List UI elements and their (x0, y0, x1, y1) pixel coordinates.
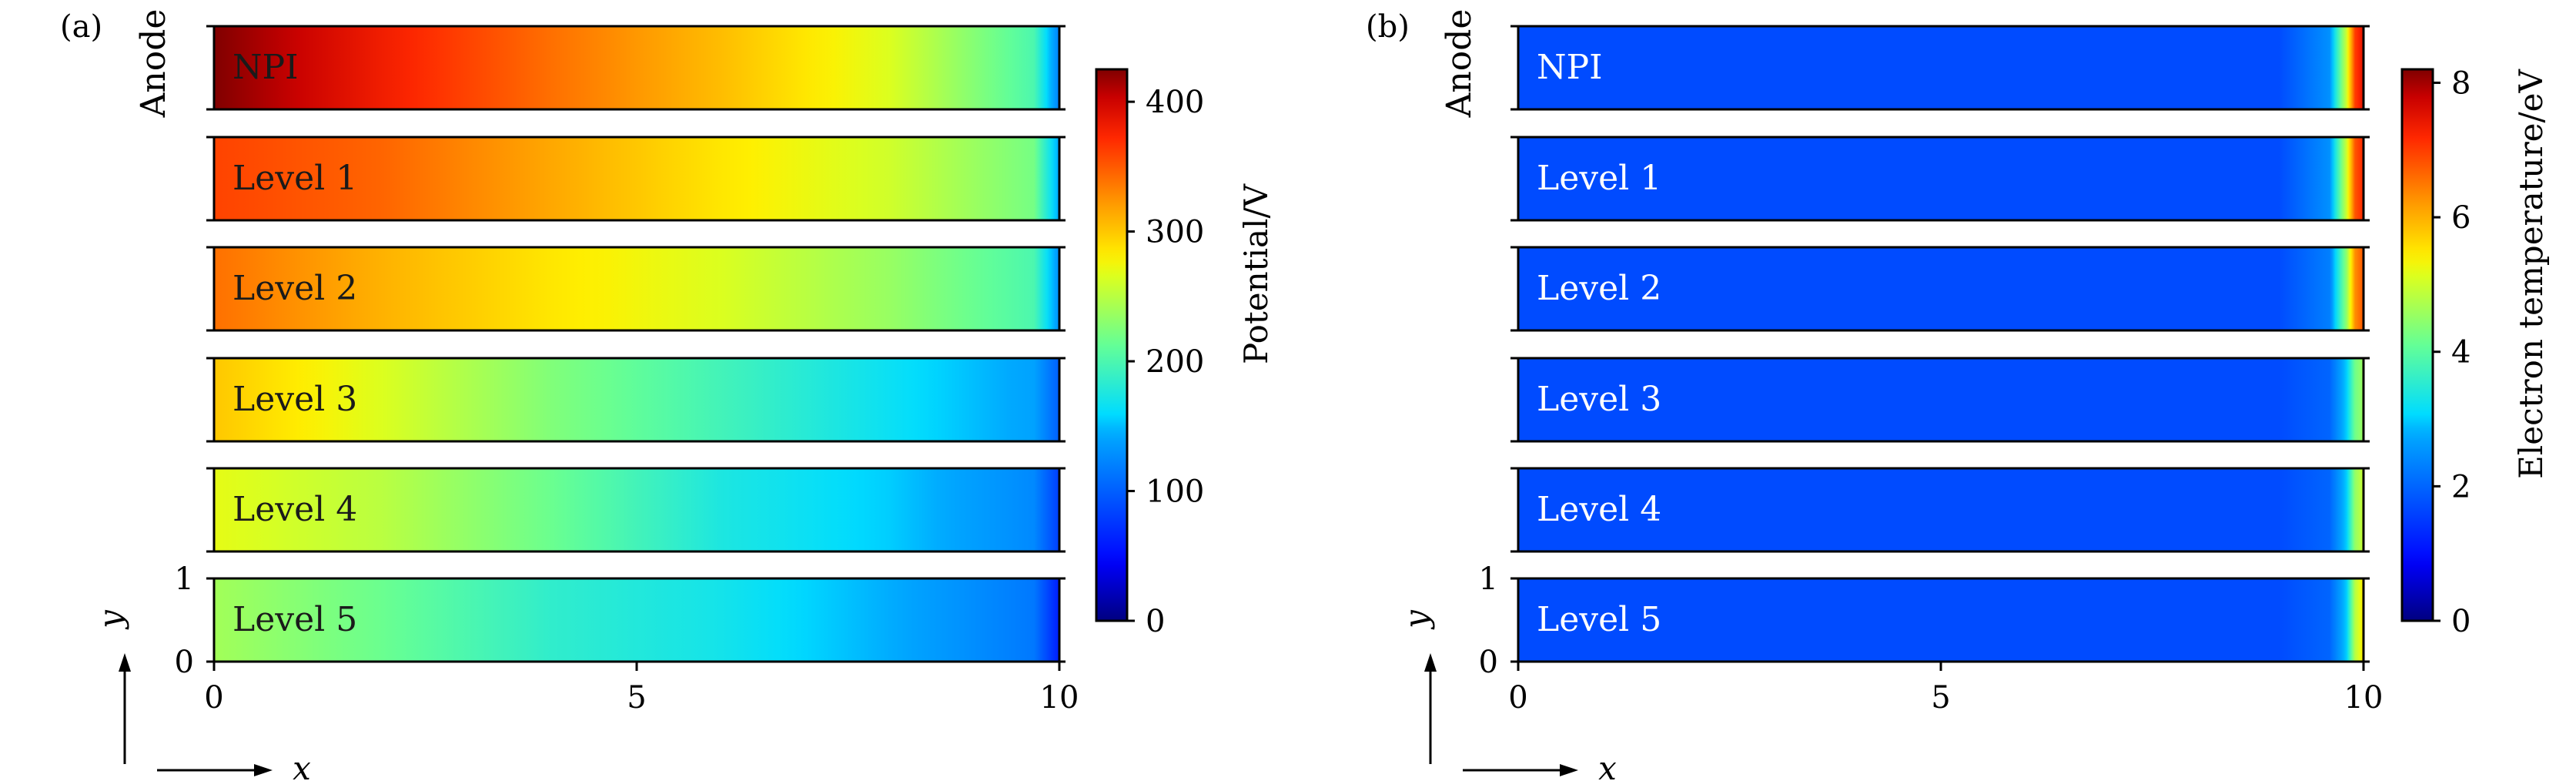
row-label: Level 2 (1537, 269, 1661, 308)
colorbar-title-a: Potential/V (1237, 183, 1275, 364)
row-label: Level 5 (233, 600, 357, 639)
panel-label-b: (b) (1366, 9, 1410, 45)
y-arrow-head (119, 653, 131, 672)
x-tick-label: 10 (2344, 680, 2384, 716)
row-label: Level 4 (1537, 490, 1661, 529)
y-tick-label: 0 (175, 645, 194, 680)
axes-b: 0 5 10 0 1 y x (1397, 561, 2383, 781)
colorbar-title-b: Electron temperature/eV (2512, 69, 2550, 478)
y-axis-letter: y (1397, 609, 1435, 630)
heatmap-rows-b: NPI Level 1 Level 2 Level 3 Level 4 Level 5 (1510, 25, 2370, 663)
colorbar-b: 0 2 4 6 8 (2400, 65, 2471, 639)
colorbar-tick-label: 300 (1146, 215, 1204, 250)
x-arrow-head (1560, 764, 1578, 776)
x-axis-letter: x (1598, 749, 1617, 781)
heatmap-rows-a: NPI Level 1 Level 2 Level 3 Level 4 Level 5 (206, 25, 1066, 663)
colorbar-tick-label: 0 (2451, 604, 2471, 639)
row-label: Level 1 (1537, 159, 1661, 198)
heatmap-row-level-1 (1517, 136, 2365, 222)
y-axis-letter: y (92, 609, 129, 630)
heatmap-row-level-5 (1517, 577, 2365, 663)
heatmap-row-level-3 (212, 357, 1061, 443)
row-label: Level 3 (233, 380, 357, 419)
heatmap-row-npi (1517, 25, 2365, 111)
heatmap-row-level-3 (1517, 357, 2365, 443)
colorbar-tick-label: 6 (2451, 200, 2471, 236)
heatmap-row-level-2 (212, 246, 1061, 332)
x-tick-label: 10 (1040, 680, 1079, 716)
panel-b: (b) Anode NPI Level 1 Level 2 Level 3 Level … (1366, 9, 2550, 781)
heatmap-row-level-4 (212, 467, 1061, 553)
colorbar-gradient (1095, 68, 1129, 622)
y-tick-label: 1 (1479, 561, 1498, 597)
colorbar-a: 0 100 200 300 400 (1095, 68, 1204, 639)
colorbar-tick-label: 4 (2451, 335, 2471, 370)
x-axis-letter: x (293, 749, 311, 781)
row-label: Level 4 (233, 490, 357, 529)
colorbar-tick-label: 2 (2451, 469, 2471, 504)
colorbar-tick-label: 400 (1146, 85, 1204, 120)
row-label: Level 5 (1537, 600, 1661, 639)
axes-a: 0 5 10 0 1 y x (92, 561, 1079, 781)
colorbar-gradient (2400, 68, 2434, 622)
heatmap-row-npi (212, 25, 1061, 111)
row-label: Level 1 (233, 159, 357, 198)
heatmap-row-level-1 (212, 136, 1061, 222)
y-tick-label: 1 (175, 561, 194, 597)
x-tick-label: 5 (1931, 680, 1950, 716)
anode-label-b: Anode (1440, 9, 1479, 119)
x-tick-label: 0 (204, 680, 223, 716)
row-label: Level 2 (233, 269, 357, 308)
heatmap-row-level-5 (212, 577, 1061, 663)
colorbar-tick-label: 200 (1146, 344, 1204, 380)
panel-label-a: (a) (60, 9, 102, 45)
heatmap-row-level-4 (1517, 467, 2365, 553)
colorbar-tick-label: 8 (2451, 65, 2471, 101)
x-tick-label: 5 (627, 680, 646, 716)
panel-a: (a) Anode NPI Level 1 Level 2 Level 3 Level … (60, 9, 1275, 781)
anode-label-a: Anode (134, 9, 173, 119)
heatmap-row-level-2 (1517, 246, 2365, 332)
x-arrow-head (254, 764, 273, 776)
x-tick-label: 0 (1508, 680, 1527, 716)
row-label: NPI (233, 48, 299, 87)
row-label: NPI (1537, 48, 1603, 87)
colorbar-tick-label: 100 (1146, 474, 1204, 510)
row-label: Level 3 (1537, 380, 1661, 419)
colorbar-tick-label: 0 (1146, 604, 1165, 639)
y-arrow-head (1424, 653, 1437, 672)
y-tick-label: 0 (1479, 645, 1498, 680)
